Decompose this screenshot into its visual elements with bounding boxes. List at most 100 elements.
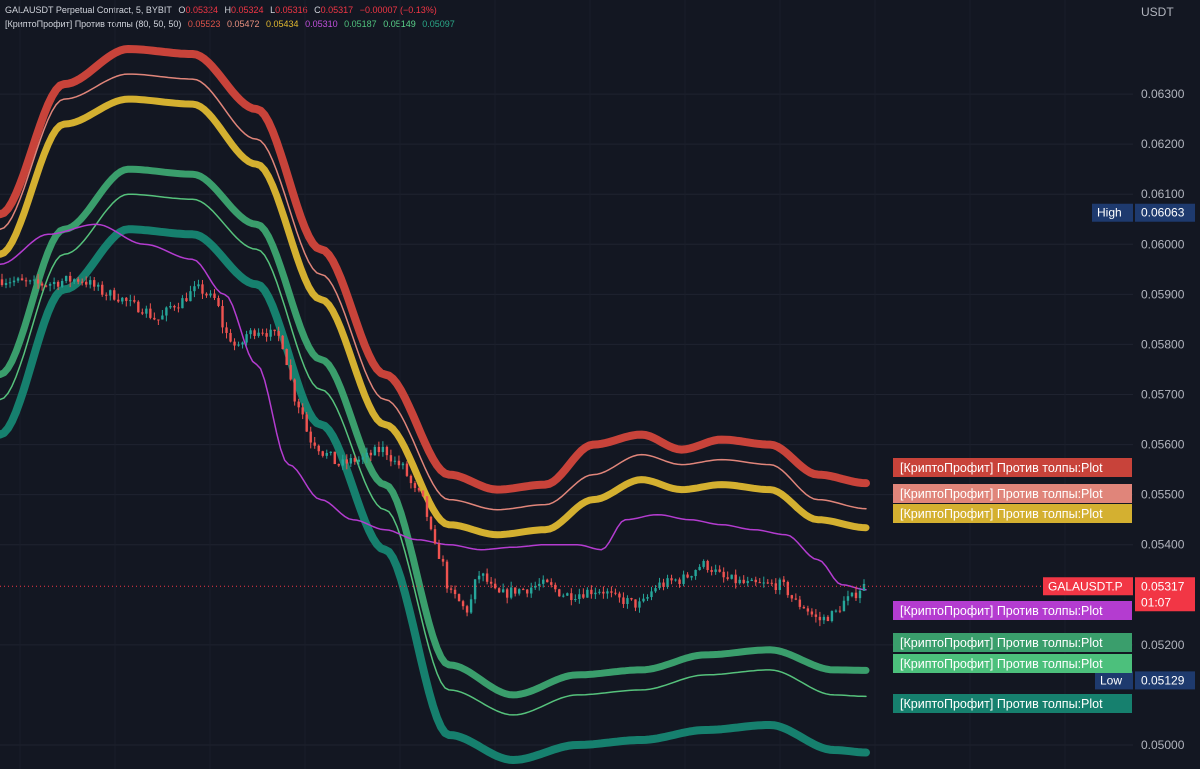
price-axis[interactable]: 0.06300 0.06200 0.06100 0.06000 0.05900 0.058… — [1043, 87, 1195, 752]
candle-body[interactable] — [129, 300, 132, 302]
candle-body[interactable] — [373, 446, 377, 456]
candle-body[interactable] — [814, 614, 818, 617]
candle-body[interactable] — [558, 589, 561, 597]
candle-body[interactable] — [802, 606, 806, 609]
candle-body[interactable] — [702, 560, 705, 567]
candle-body[interactable] — [68, 275, 72, 282]
candle-body[interactable] — [165, 307, 168, 316]
candle-body[interactable] — [485, 573, 489, 582]
candle-body[interactable] — [197, 284, 200, 287]
candle-body[interactable] — [790, 595, 794, 599]
candle-body[interactable] — [93, 280, 96, 287]
candle-body[interactable] — [578, 594, 581, 600]
candle-body[interactable] — [337, 464, 340, 466]
candle-body[interactable] — [60, 281, 64, 287]
candle-body[interactable] — [706, 560, 709, 571]
candle-body[interactable] — [401, 463, 405, 466]
candle-body[interactable] — [710, 570, 713, 572]
candle-body[interactable] — [674, 579, 677, 581]
candle-body[interactable] — [161, 315, 164, 320]
candle-body[interactable] — [634, 599, 637, 608]
candle-body[interactable] — [277, 331, 280, 336]
candle-body[interactable] — [449, 588, 453, 590]
candle-body[interactable] — [361, 457, 365, 460]
candle-body[interactable] — [457, 594, 461, 602]
candle-body[interactable] — [297, 401, 300, 408]
candle-body[interactable] — [261, 332, 264, 334]
candle-body[interactable] — [570, 593, 573, 601]
candle-body[interactable] — [501, 589, 505, 593]
candle-body[interactable] — [822, 616, 826, 621]
candle-body[interactable] — [606, 591, 609, 594]
candle-body[interactable] — [714, 569, 717, 572]
candle-body[interactable] — [76, 279, 80, 282]
candle-body[interactable] — [393, 460, 397, 462]
candle-body[interactable] — [554, 584, 557, 590]
candle-body[interactable] — [137, 301, 140, 313]
candle-body[interactable] — [317, 445, 320, 452]
candle-body[interactable] — [530, 587, 533, 594]
candle-body[interactable] — [654, 588, 657, 592]
candle-body[interactable] — [413, 483, 417, 488]
candle-body[interactable] — [285, 349, 288, 366]
candle-body[interactable] — [97, 284, 100, 287]
candle-body[interactable] — [698, 566, 701, 570]
candle-body[interactable] — [509, 587, 513, 598]
candle-body[interactable] — [666, 578, 669, 587]
candle-body[interactable] — [566, 593, 569, 596]
candle-body[interactable] — [758, 582, 761, 584]
candle-body[interactable] — [32, 279, 36, 281]
candle-body[interactable] — [682, 574, 685, 584]
candle-body[interactable] — [662, 582, 665, 587]
candle-body[interactable] — [517, 589, 521, 594]
candle-body[interactable] — [205, 293, 208, 296]
candle-body[interactable] — [730, 574, 733, 579]
candle-body[interactable] — [44, 285, 48, 287]
candle-body[interactable] — [377, 446, 381, 453]
candle-body[interactable] — [818, 616, 822, 621]
candle-body[interactable] — [505, 589, 509, 598]
candle-body[interactable] — [281, 335, 284, 350]
candle-body[interactable] — [437, 543, 441, 559]
candle-body[interactable] — [746, 580, 749, 584]
candle-body[interactable] — [24, 280, 28, 282]
candle-body[interactable] — [770, 582, 773, 584]
candle-body[interactable] — [409, 475, 413, 484]
candle-body[interactable] — [638, 601, 641, 608]
chart-header-indicator[interactable]: [КриптоПрофит] Против толпы (80, 50, 50)… — [5, 19, 459, 29]
candle-body[interactable] — [658, 582, 661, 589]
candle-body[interactable] — [169, 306, 172, 308]
candle-body[interactable] — [722, 571, 725, 578]
candle-body[interactable] — [562, 595, 565, 597]
candle-body[interactable] — [229, 332, 232, 342]
candle-body[interactable] — [766, 582, 769, 584]
candle-body[interactable] — [862, 583, 866, 591]
candle-body[interactable] — [109, 290, 112, 296]
candle-body[interactable] — [333, 451, 336, 465]
candle-body[interactable] — [177, 307, 180, 309]
candle-body[interactable] — [329, 451, 332, 453]
candle-body[interactable] — [293, 379, 296, 402]
candle-body[interactable] — [497, 588, 501, 593]
candle-body[interactable] — [846, 596, 850, 601]
candle-body[interactable] — [726, 577, 729, 579]
candle-body[interactable] — [838, 610, 842, 612]
candle-body[interactable] — [193, 286, 196, 292]
candle-body[interactable] — [249, 330, 252, 335]
candle-body[interactable] — [101, 284, 104, 295]
candle-body[interactable] — [481, 573, 485, 576]
candle-body[interactable] — [20, 278, 24, 281]
candle-body[interactable] — [233, 341, 236, 346]
candle-body[interactable] — [341, 459, 344, 466]
candle-body[interactable] — [429, 516, 433, 530]
candle-body[interactable] — [678, 579, 681, 584]
candle-body[interactable] — [546, 579, 549, 583]
candle-body[interactable] — [582, 594, 585, 598]
candle-body[interactable] — [794, 598, 798, 600]
candle-body[interactable] — [453, 589, 457, 595]
candle-body[interactable] — [461, 601, 465, 607]
candle-body[interactable] — [89, 280, 92, 285]
candle-body[interactable] — [826, 616, 830, 622]
candle-body[interactable] — [381, 446, 385, 453]
candle-body[interactable] — [253, 330, 256, 336]
